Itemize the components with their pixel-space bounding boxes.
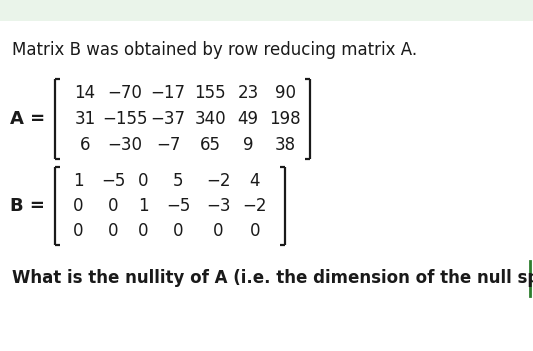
Text: Matrix B was obtained by row reducing matrix A.: Matrix B was obtained by row reducing ma… (12, 41, 417, 59)
Text: −2: −2 (243, 197, 267, 215)
Text: 1: 1 (72, 172, 83, 190)
Text: What is the nullity of A (i.e. the dimension of the null space)?: What is the nullity of A (i.e. the dimen… (12, 269, 533, 287)
Text: 0: 0 (173, 222, 183, 240)
Text: 198: 198 (269, 110, 301, 128)
Text: −70: −70 (108, 84, 142, 102)
Text: −5: −5 (101, 172, 125, 190)
Text: 0: 0 (72, 197, 83, 215)
Text: 49: 49 (238, 110, 259, 128)
Text: 9: 9 (243, 136, 253, 154)
Text: B =: B = (10, 197, 45, 215)
Text: 155: 155 (194, 84, 226, 102)
Text: 23: 23 (237, 84, 259, 102)
Text: −17: −17 (150, 84, 185, 102)
Text: 0: 0 (250, 222, 260, 240)
Text: 6: 6 (80, 136, 90, 154)
Text: −37: −37 (150, 110, 185, 128)
Text: −3: −3 (206, 197, 230, 215)
Text: −5: −5 (166, 197, 190, 215)
Text: 90: 90 (274, 84, 295, 102)
Text: 340: 340 (194, 110, 226, 128)
Text: 31: 31 (75, 110, 95, 128)
Text: −2: −2 (206, 172, 230, 190)
Text: 14: 14 (75, 84, 95, 102)
Text: 0: 0 (72, 222, 83, 240)
Text: 0: 0 (138, 172, 148, 190)
Text: 38: 38 (274, 136, 296, 154)
Text: 0: 0 (138, 222, 148, 240)
Text: −30: −30 (108, 136, 142, 154)
Text: −7: −7 (156, 136, 180, 154)
Text: 1: 1 (138, 197, 148, 215)
Text: 5: 5 (173, 172, 183, 190)
Text: 0: 0 (108, 197, 118, 215)
FancyBboxPatch shape (0, 0, 533, 21)
Text: 0: 0 (213, 222, 223, 240)
Text: 0: 0 (108, 222, 118, 240)
Text: 4: 4 (250, 172, 260, 190)
Text: −155: −155 (102, 110, 148, 128)
Text: 65: 65 (199, 136, 221, 154)
Text: A =: A = (10, 110, 45, 128)
